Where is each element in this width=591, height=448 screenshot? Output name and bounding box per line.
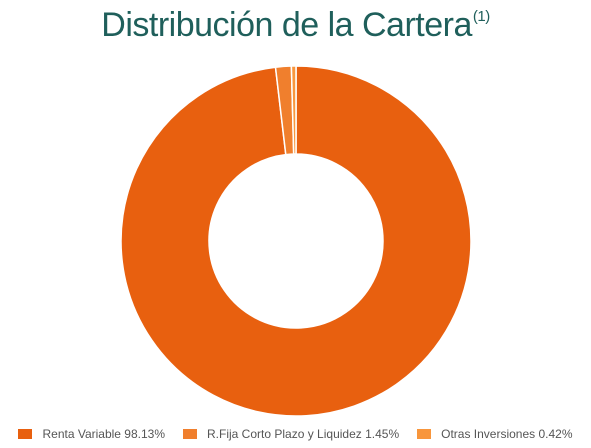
legend-label-renta-variable: Renta Variable 98.13%	[42, 427, 166, 441]
chart-title-text: Distribución de la Cartera	[101, 6, 472, 44]
donut-slice-renta-variable	[120, 65, 472, 417]
donut-slice-otras-inversiones	[290, 65, 297, 155]
legend-item-renta-variable: Renta Variable 98.13%	[18, 427, 165, 441]
legend-item-renta-fija: R.Fija Corto Plazo y Liquidez 1.45%	[183, 427, 399, 441]
legend-item-otras-inversiones: Otras Inversiones 0.42%	[417, 427, 573, 441]
donut-chart	[120, 65, 472, 417]
legend-label-otras-inversiones: Otras Inversiones 0.42%	[441, 427, 573, 441]
chart-title-footnote: (1)	[472, 8, 490, 25]
chart-title: Distribución de la Cartera(1)	[0, 6, 591, 45]
legend-swatch-renta-fija	[183, 429, 198, 439]
legend-swatch-otras-inversiones	[417, 429, 432, 439]
chart-legend: Renta Variable 98.13% R.Fija Corto Plazo…	[0, 427, 591, 441]
legend-label-renta-fija: R.Fija Corto Plazo y Liquidez 1.45%	[207, 427, 400, 441]
legend-swatch-renta-variable	[18, 429, 33, 439]
